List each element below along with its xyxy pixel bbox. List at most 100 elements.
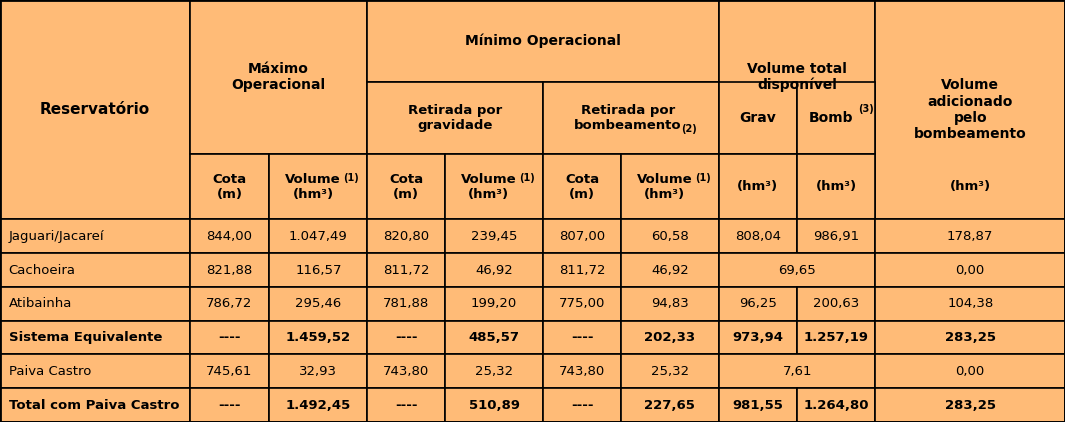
Text: 811,72: 811,72 bbox=[559, 264, 605, 276]
Bar bbox=[875, 354, 1065, 388]
Text: 202,33: 202,33 bbox=[644, 331, 695, 344]
Bar bbox=[875, 287, 1065, 321]
Bar bbox=[190, 287, 269, 321]
Bar bbox=[269, 354, 367, 388]
Text: (1): (1) bbox=[344, 173, 359, 183]
Text: ----: ---- bbox=[218, 399, 241, 411]
Text: 178,87: 178,87 bbox=[947, 230, 994, 243]
Bar bbox=[621, 287, 719, 321]
Text: 973,94: 973,94 bbox=[733, 331, 783, 344]
Text: Grav: Grav bbox=[739, 111, 776, 125]
Text: 69,65: 69,65 bbox=[779, 264, 816, 276]
Bar bbox=[875, 219, 1065, 253]
Bar bbox=[719, 287, 797, 321]
Text: 485,57: 485,57 bbox=[469, 331, 520, 344]
Text: Volume total
disponível: Volume total disponível bbox=[748, 62, 847, 92]
Bar bbox=[621, 388, 719, 422]
Text: Atibainha: Atibainha bbox=[9, 298, 72, 310]
Bar bbox=[367, 287, 445, 321]
Bar bbox=[797, 219, 875, 253]
Bar bbox=[0, 253, 190, 287]
Bar bbox=[719, 321, 797, 354]
Text: 0,00: 0,00 bbox=[955, 365, 985, 378]
Bar bbox=[621, 154, 719, 219]
Text: (hm³): (hm³) bbox=[816, 180, 856, 193]
Text: 46,92: 46,92 bbox=[475, 264, 513, 276]
Text: ----: ---- bbox=[571, 399, 593, 411]
Bar bbox=[445, 253, 543, 287]
Bar bbox=[719, 0, 875, 154]
Bar bbox=[719, 388, 797, 422]
Text: 808,04: 808,04 bbox=[735, 230, 781, 243]
Text: 786,72: 786,72 bbox=[207, 298, 252, 310]
Bar bbox=[621, 354, 719, 388]
Text: Reservatório: Reservatório bbox=[39, 102, 150, 117]
Bar bbox=[445, 287, 543, 321]
Text: 811,72: 811,72 bbox=[383, 264, 429, 276]
Text: 239,45: 239,45 bbox=[471, 230, 518, 243]
Text: 821,88: 821,88 bbox=[207, 264, 252, 276]
Text: 986,91: 986,91 bbox=[813, 230, 859, 243]
Bar bbox=[797, 287, 875, 321]
Bar bbox=[269, 253, 367, 287]
Text: ----: ---- bbox=[571, 331, 593, 344]
Bar bbox=[367, 321, 445, 354]
Bar bbox=[875, 253, 1065, 287]
Text: Sistema Equivalente: Sistema Equivalente bbox=[9, 331, 162, 344]
Text: Total com Paiva Castro: Total com Paiva Castro bbox=[9, 399, 179, 411]
Text: Retirada por
bombeamento: Retirada por bombeamento bbox=[574, 104, 682, 132]
Text: 844,00: 844,00 bbox=[207, 230, 252, 243]
Text: 743,80: 743,80 bbox=[559, 365, 605, 378]
Bar bbox=[543, 287, 621, 321]
Text: 96,25: 96,25 bbox=[739, 298, 776, 310]
Text: 781,88: 781,88 bbox=[383, 298, 429, 310]
Text: 104,38: 104,38 bbox=[947, 298, 994, 310]
Text: 295,46: 295,46 bbox=[295, 298, 342, 310]
Bar bbox=[875, 321, 1065, 354]
Text: 25,32: 25,32 bbox=[651, 365, 689, 378]
Bar bbox=[269, 388, 367, 422]
Text: Volume
(hm³): Volume (hm³) bbox=[285, 173, 341, 201]
Text: 32,93: 32,93 bbox=[299, 365, 338, 378]
Bar bbox=[0, 287, 190, 321]
Text: Cota
(m): Cota (m) bbox=[564, 173, 600, 201]
Bar bbox=[269, 219, 367, 253]
Text: 283,25: 283,25 bbox=[945, 331, 996, 344]
Bar bbox=[269, 321, 367, 354]
Bar bbox=[875, 388, 1065, 422]
Bar bbox=[367, 253, 445, 287]
Bar bbox=[190, 354, 269, 388]
Text: (hm³): (hm³) bbox=[737, 180, 779, 193]
Bar bbox=[543, 82, 719, 154]
Bar bbox=[269, 287, 367, 321]
Text: 1.264,80: 1.264,80 bbox=[803, 399, 869, 411]
Bar bbox=[190, 253, 269, 287]
Text: (1): (1) bbox=[695, 173, 710, 183]
Bar bbox=[621, 321, 719, 354]
Text: 743,80: 743,80 bbox=[383, 365, 429, 378]
Bar bbox=[797, 321, 875, 354]
Text: 46,92: 46,92 bbox=[651, 264, 689, 276]
Bar bbox=[367, 219, 445, 253]
Text: (3): (3) bbox=[858, 104, 873, 114]
Text: 25,32: 25,32 bbox=[475, 365, 513, 378]
Text: 94,83: 94,83 bbox=[651, 298, 689, 310]
Bar bbox=[190, 0, 367, 154]
Text: 200,63: 200,63 bbox=[813, 298, 859, 310]
Bar bbox=[445, 388, 543, 422]
Bar bbox=[367, 354, 445, 388]
Bar bbox=[543, 388, 621, 422]
Bar bbox=[543, 219, 621, 253]
Bar bbox=[797, 82, 875, 154]
Text: Volume
adicionado
pelo
bombeamento: Volume adicionado pelo bombeamento bbox=[914, 78, 1027, 141]
Bar bbox=[621, 219, 719, 253]
Text: Bomb: Bomb bbox=[808, 111, 853, 125]
Bar bbox=[719, 253, 875, 287]
Text: 1.492,45: 1.492,45 bbox=[285, 399, 351, 411]
Text: 0,00: 0,00 bbox=[955, 264, 985, 276]
Text: 1.257,19: 1.257,19 bbox=[803, 331, 869, 344]
Text: Volume
(hm³): Volume (hm³) bbox=[461, 173, 517, 201]
Bar bbox=[445, 219, 543, 253]
Bar bbox=[0, 354, 190, 388]
Text: Retirada por
gravidade: Retirada por gravidade bbox=[408, 104, 503, 132]
